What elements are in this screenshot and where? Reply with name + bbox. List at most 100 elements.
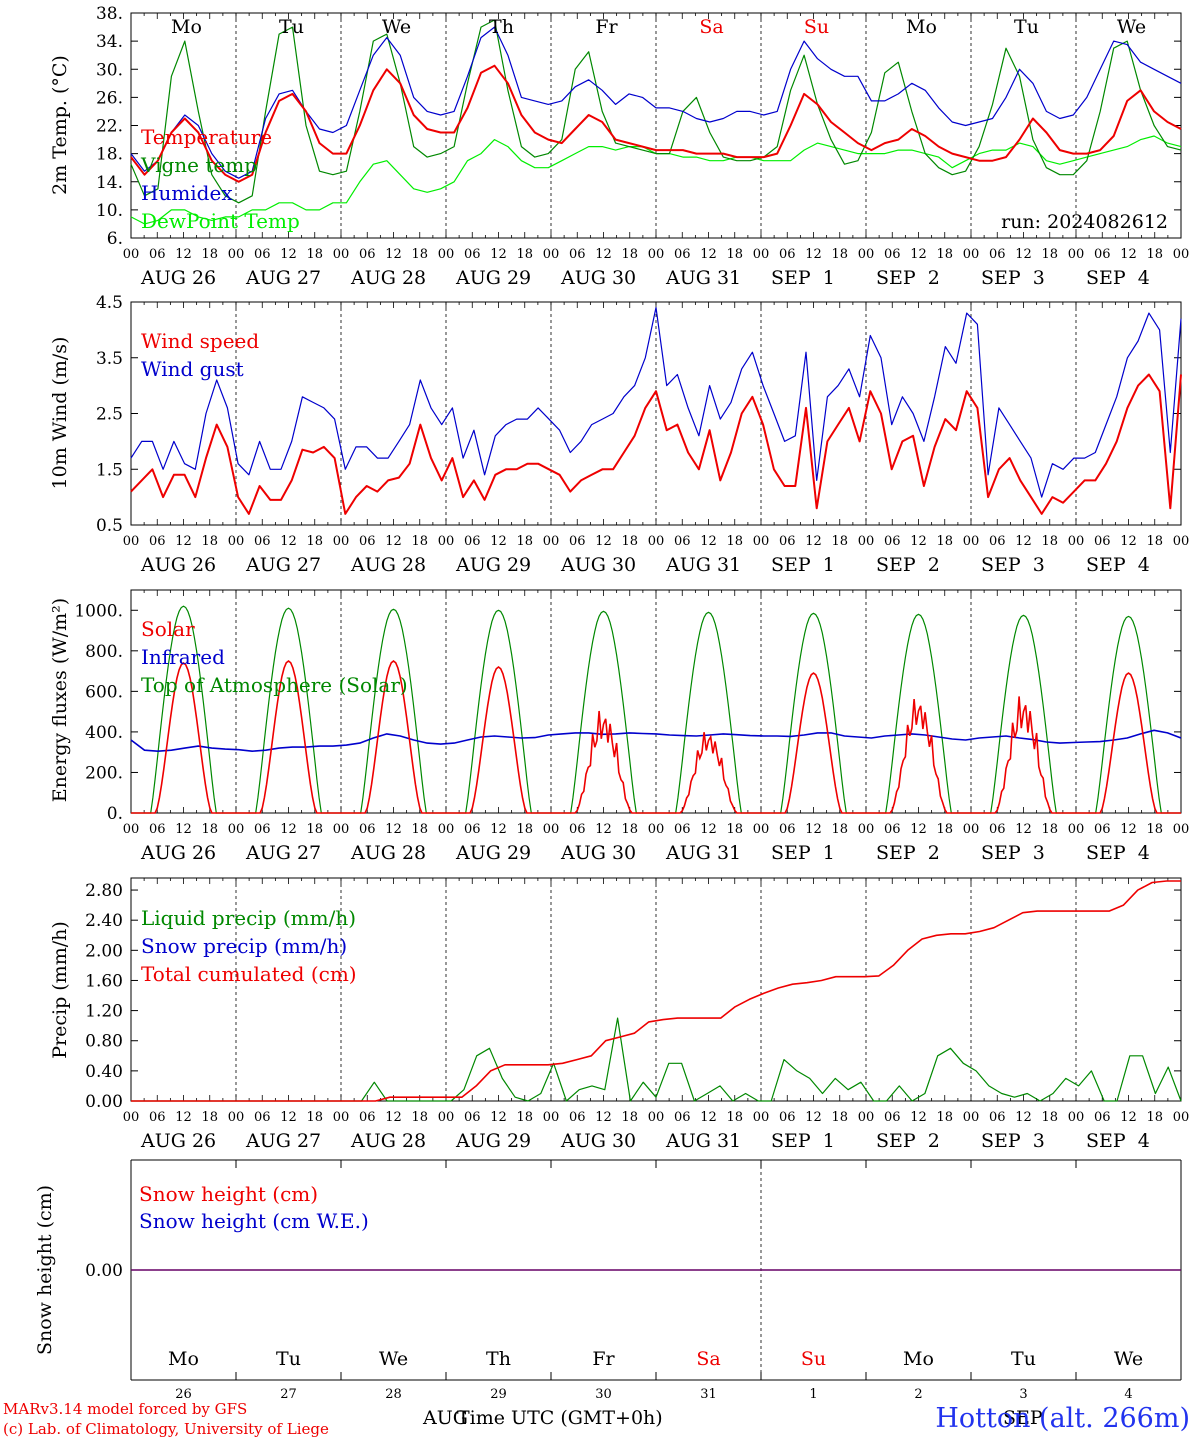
series-line-vigne-temp bbox=[130, 19, 1182, 204]
legend-entry: Solar bbox=[141, 617, 195, 641]
x-tick-label: 12 bbox=[385, 822, 402, 837]
x-tick-label: 06 bbox=[569, 534, 586, 549]
x-tick-label: 00 bbox=[858, 1110, 875, 1125]
date-label: AUG 31 bbox=[665, 842, 741, 864]
x-tick-label: 06 bbox=[989, 247, 1006, 262]
weekday-label: Mo bbox=[171, 16, 202, 38]
x-tick-label: 06 bbox=[359, 534, 376, 549]
x-tick-label: 00 bbox=[753, 247, 770, 262]
date-label: AUG 30 bbox=[560, 554, 636, 576]
x-tick-label: 18 bbox=[306, 822, 323, 837]
x-tick-label: 06 bbox=[569, 1110, 586, 1125]
weekday-label: Mo bbox=[903, 1348, 934, 1370]
x-tick-label: 00 bbox=[1068, 822, 1085, 837]
x-tick-label: 06 bbox=[779, 247, 796, 262]
x-tick-label: 18 bbox=[516, 822, 533, 837]
x-tick-label: 00 bbox=[858, 247, 875, 262]
x-tick-label: 18 bbox=[1146, 534, 1163, 549]
y-tick-label: 6. bbox=[107, 229, 123, 249]
x-tick-label: 12 bbox=[700, 534, 717, 549]
x-tick-label: 06 bbox=[884, 534, 901, 549]
x-tick-label: 06 bbox=[149, 534, 166, 549]
x-tick-label: 18 bbox=[1146, 822, 1163, 837]
series-line-total-cumulated-cm- bbox=[131, 880, 1181, 1102]
date-label: AUG 27 bbox=[245, 842, 321, 864]
x-tick-label: 00 bbox=[123, 247, 140, 262]
x-tick-label: 12 bbox=[280, 247, 297, 262]
x-tick-label: 00 bbox=[1173, 822, 1190, 837]
x-tick-label: 00 bbox=[438, 534, 455, 549]
weekday-label: Su bbox=[801, 1348, 826, 1370]
x-tick-label: 12 bbox=[910, 247, 927, 262]
x-tick-label: 00 bbox=[648, 534, 665, 549]
x-tick-label: 12 bbox=[385, 1110, 402, 1125]
x-tick-label: 12 bbox=[490, 247, 507, 262]
weekday-label: Tu bbox=[1011, 1348, 1036, 1370]
y-tick-label: 1000. bbox=[74, 601, 123, 621]
x-tick-label: 06 bbox=[674, 534, 691, 549]
x-tick-label: 12 bbox=[1015, 822, 1032, 837]
x-tick-label: 00 bbox=[1068, 247, 1085, 262]
x-tick-label: 06 bbox=[674, 822, 691, 837]
weekday-label: Tu bbox=[279, 16, 304, 38]
x-tick-label: 06 bbox=[254, 1110, 271, 1125]
footer: MARv3.14 model forced by GFS (c) Lab. of … bbox=[3, 1400, 1190, 1438]
y-tick-label: 38. bbox=[96, 4, 123, 24]
x-tick-label: 12 bbox=[910, 534, 927, 549]
x-tick-label: 00 bbox=[1173, 247, 1190, 262]
panel-1: 00 06 12 18 00 06 12 18 00 06 12 18 00 06 12 18 00 06 12 18… bbox=[49, 4, 1189, 289]
x-tick-label: 12 bbox=[805, 822, 822, 837]
legend-entry: Liquid precip (mm/h) bbox=[141, 906, 356, 930]
date-label: AUG 26 bbox=[140, 1130, 216, 1152]
x-tick-label: 06 bbox=[569, 247, 586, 262]
plot-frame bbox=[130, 12, 1182, 239]
date-label: AUG 29 bbox=[455, 267, 531, 289]
x-tick-label: 00 bbox=[543, 247, 560, 262]
series-line-solar bbox=[131, 659, 1181, 814]
legend-entry: DewPoint Temp bbox=[141, 209, 300, 233]
date-label: SEP 1 bbox=[771, 554, 835, 576]
y-tick-label: 14. bbox=[96, 173, 123, 193]
x-tick-label: 00 bbox=[438, 822, 455, 837]
date-label: AUG 27 bbox=[245, 267, 321, 289]
x-tick-label: 00 bbox=[438, 1110, 455, 1125]
weekday-label: Fr bbox=[595, 16, 618, 38]
y-tick-label: 3.5 bbox=[96, 349, 123, 369]
x-tick-label: 06 bbox=[989, 534, 1006, 549]
x-tick-label: 18 bbox=[201, 534, 218, 549]
x-tick-label: 18 bbox=[936, 1110, 953, 1125]
x-tick-label: 12 bbox=[1015, 247, 1032, 262]
x-tick-label: 12 bbox=[700, 1110, 717, 1125]
x-tick-label: 18 bbox=[726, 247, 743, 262]
x-tick-label: 00 bbox=[648, 247, 665, 262]
x-tick-label: 06 bbox=[674, 1110, 691, 1125]
legend-entry: Temperature bbox=[141, 125, 272, 149]
x-tick-label: 00 bbox=[228, 1110, 245, 1125]
date-label: AUG 28 bbox=[350, 842, 426, 864]
weekday-label: We bbox=[379, 1348, 408, 1370]
x-tick-label: 00 bbox=[963, 1110, 980, 1125]
x-tick-label: 00 bbox=[123, 534, 140, 549]
series-line-temperature bbox=[130, 64, 1182, 183]
weekday-label: Sa bbox=[696, 1348, 720, 1370]
y-tick-label: 800. bbox=[85, 642, 123, 662]
legend-entry: Infrared bbox=[141, 645, 225, 669]
x-tick-label: 00 bbox=[228, 822, 245, 837]
x-tick-label: 06 bbox=[359, 247, 376, 262]
x-tick-label: 06 bbox=[1094, 822, 1111, 837]
y-tick-label: 2.5 bbox=[96, 405, 123, 425]
x-tick-label: 18 bbox=[1041, 247, 1058, 262]
y-tick-label: 22. bbox=[96, 117, 123, 137]
x-tick-label: 00 bbox=[858, 534, 875, 549]
x-tick-label: 18 bbox=[1041, 822, 1058, 837]
x-tick-label: 18 bbox=[516, 247, 533, 262]
y-tick-label: 200. bbox=[85, 763, 123, 783]
y-tick-label: 600. bbox=[85, 682, 123, 702]
date-label: SEP 3 bbox=[981, 554, 1045, 576]
y-axis-label: Energy fluxes (W/m²) bbox=[49, 598, 71, 802]
x-tick-label: 12 bbox=[1015, 534, 1032, 549]
legend-entry: Wind gust bbox=[141, 357, 244, 381]
x-tick-label: 00 bbox=[1068, 1110, 1085, 1125]
date-label: AUG 30 bbox=[560, 267, 636, 289]
